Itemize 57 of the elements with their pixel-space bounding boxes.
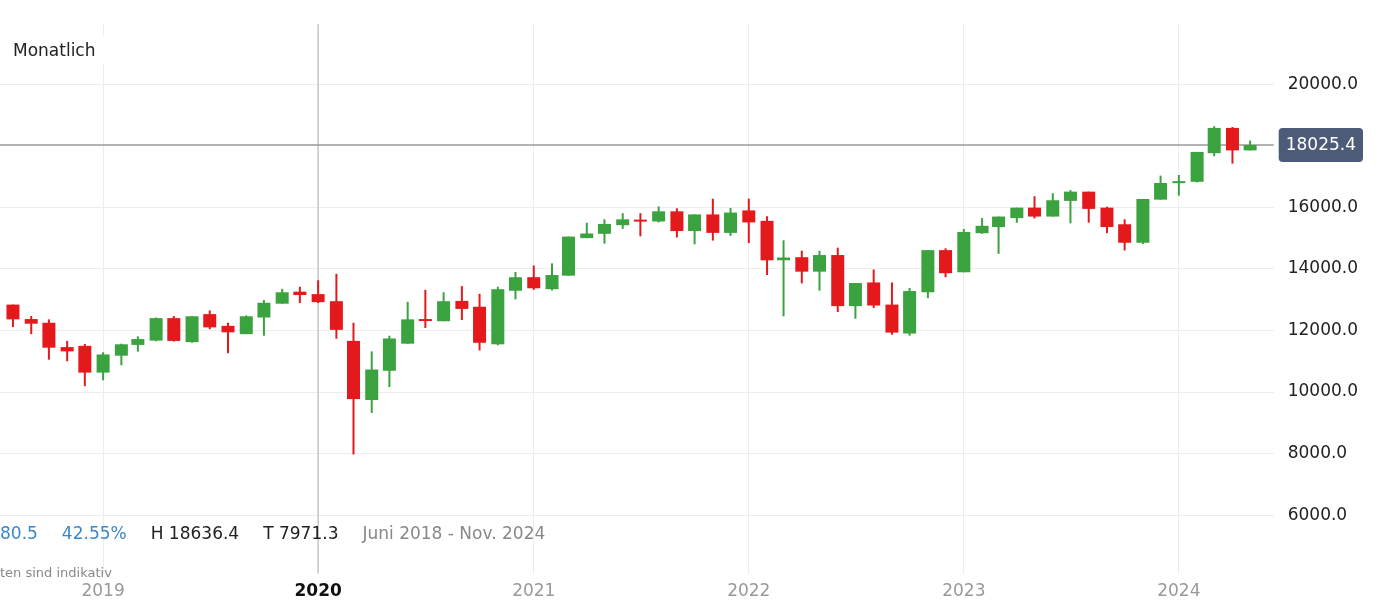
x-tick-label: 2024 <box>1157 580 1201 601</box>
y-tick-label: 6000.0 <box>1287 503 1348 524</box>
candlestick <box>60 339 74 363</box>
candlestick <box>688 213 702 246</box>
x-tick-label: 2020 <box>294 580 342 601</box>
annotation: ten sind indikativ <box>0 565 112 580</box>
annotation: 42.55% <box>61 523 127 543</box>
annotation: Monatlich <box>0 36 109 64</box>
candlestick <box>992 215 1006 255</box>
x-tick-label: 2021 <box>512 580 556 601</box>
x-tick-label: 2022 <box>727 580 771 601</box>
candlestick <box>1118 218 1132 252</box>
candlestick <box>203 309 217 331</box>
ref-line-label: 18025.4 <box>1285 134 1357 155</box>
candlestick <box>311 279 325 305</box>
candlestick <box>939 247 953 279</box>
candlestick <box>527 264 541 291</box>
candlestick <box>418 288 432 329</box>
candlestick <box>1225 126 1239 165</box>
candlestick <box>1063 189 1077 225</box>
candlestick <box>508 270 522 301</box>
candlestick <box>633 212 647 238</box>
candlestick <box>545 262 559 292</box>
candlestick <box>597 218 611 245</box>
candlestick <box>742 197 756 245</box>
candlestick <box>724 206 738 237</box>
y-tick-label: 12000.0 <box>1287 318 1359 339</box>
candlestick <box>812 249 826 292</box>
y-tick-label: 20000.0 <box>1287 72 1359 93</box>
candlestick <box>1046 192 1060 218</box>
annotation: H 18636.4 <box>150 523 240 543</box>
candlestick <box>706 197 720 242</box>
candlestick <box>1100 205 1114 235</box>
y-tick-label: 14000.0 <box>1287 257 1359 278</box>
candlestick <box>24 314 38 336</box>
candlestick <box>867 268 881 309</box>
candlestick <box>1154 174 1168 201</box>
y-tick-label: 8000.0 <box>1287 441 1348 462</box>
candlestick <box>1172 174 1186 197</box>
y-tick-label: 10000.0 <box>1287 380 1359 401</box>
annotation: T 7971.3 <box>263 523 339 543</box>
candlestick <box>455 285 469 321</box>
x-tick-label: 2023 <box>942 580 986 601</box>
annotation: 80.5 <box>0 523 38 543</box>
candlestick <box>795 249 809 285</box>
candlestick <box>670 207 684 239</box>
candlestick <box>848 282 862 320</box>
candlestick <box>437 291 451 323</box>
candlestick <box>221 321 235 355</box>
candlestick <box>167 314 181 343</box>
annotation: Juni 2018 - Nov. 2024 <box>362 523 546 543</box>
y-tick-label: 16000.0 <box>1287 195 1359 216</box>
x-tick-label: 2019 <box>81 580 125 601</box>
candlestick <box>1028 195 1042 220</box>
candlestick <box>96 351 110 382</box>
candlestick <box>1082 190 1096 224</box>
candlestick <box>257 298 271 337</box>
